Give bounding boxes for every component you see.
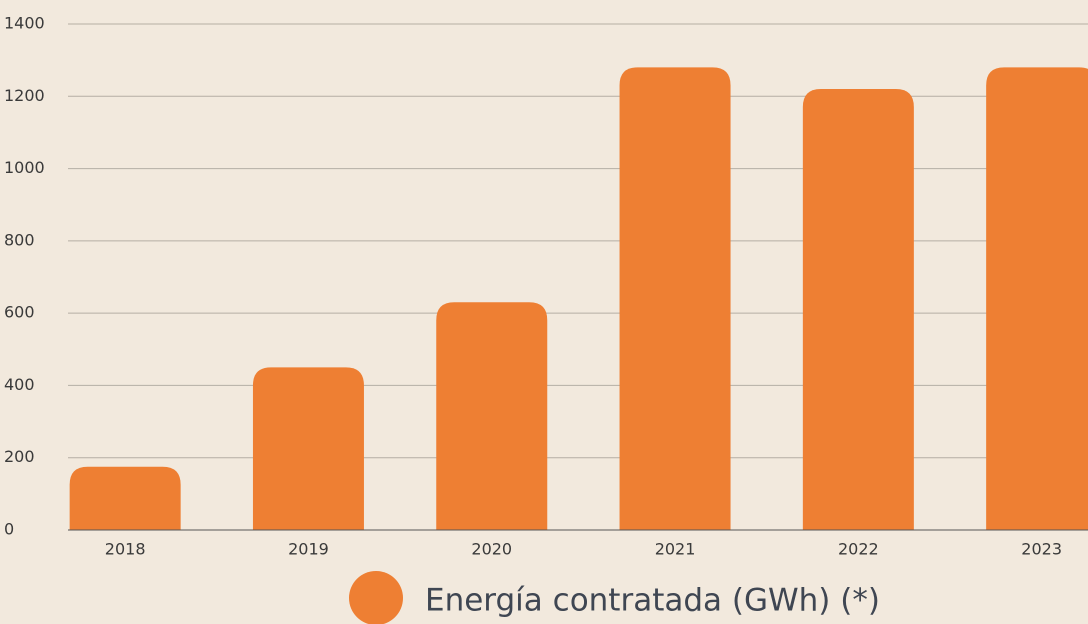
y-tick-label: 800 xyxy=(4,230,35,249)
y-tick-label: 200 xyxy=(4,447,35,466)
bar xyxy=(436,302,548,530)
bar xyxy=(986,67,1088,530)
y-tick-label: 600 xyxy=(4,303,35,322)
x-tick-label: 2021 xyxy=(655,540,696,559)
legend-label: Energía contratada (GWh) (*) xyxy=(425,583,880,619)
x-tick-label: 2022 xyxy=(838,540,879,559)
y-tick-label: 1000 xyxy=(4,158,45,177)
x-tick-label: 2019 xyxy=(288,540,329,559)
y-tick-label: 1400 xyxy=(4,14,45,33)
bar xyxy=(619,67,731,530)
bar xyxy=(802,89,914,531)
y-tick-label: 0 xyxy=(4,520,14,539)
legend-swatch xyxy=(349,571,403,624)
x-tick-label: 2023 xyxy=(1021,540,1062,559)
bar xyxy=(252,367,364,530)
x-tick-label: 2020 xyxy=(471,540,512,559)
x-tick-label: 2018 xyxy=(105,540,146,559)
y-tick-label: 400 xyxy=(4,375,35,394)
bar xyxy=(69,466,181,530)
y-tick-label: 1200 xyxy=(4,86,45,105)
